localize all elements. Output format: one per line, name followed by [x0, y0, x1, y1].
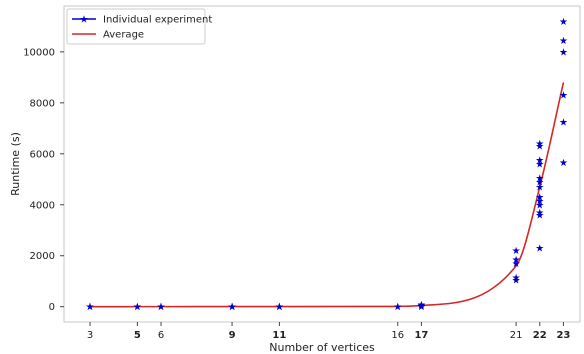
experiment-point: ★: [535, 142, 544, 153]
legend-experiment-marker: ★: [80, 15, 89, 26]
experiment-point: ★: [535, 200, 544, 211]
experiment-point: ★: [559, 91, 568, 102]
experiment-point: ★: [86, 302, 95, 313]
average-line-layer: [90, 82, 565, 308]
experiment-point: ★: [559, 117, 568, 128]
experiment-point: ★: [393, 302, 402, 313]
experiment-point: ★: [393, 302, 402, 313]
experiment-point: ★: [512, 275, 521, 286]
experiment-point: ★: [228, 302, 237, 313]
experiment-point: ★: [535, 177, 544, 188]
y-tick-label: 4000: [30, 200, 55, 211]
experiment-point: ★: [157, 302, 166, 313]
experiment-point: ★: [559, 47, 568, 58]
experiment-point: ★: [535, 208, 544, 219]
experiment-point: ★: [86, 302, 95, 313]
y-axis-ticks: 0 2000 4000 6000 8000 10000: [23, 47, 64, 313]
legend-experiment-label: Individual experiment: [103, 15, 212, 26]
experiment-point: ★: [535, 156, 544, 167]
plot-frame: [63, 5, 581, 323]
legend-average-label: Average: [103, 30, 144, 41]
y-tick-label: 10000: [23, 47, 55, 58]
legend: ★ Individual experiment Average: [66, 8, 212, 45]
experiment-point: ★: [535, 196, 544, 207]
y-tick-label: 2000: [30, 251, 55, 262]
experiment-point: ★: [133, 302, 142, 313]
experiment-point: ★: [512, 259, 521, 270]
experiment-point: ★: [559, 17, 568, 28]
experiment-point: ★: [157, 302, 166, 313]
experiment-point: ★: [512, 255, 521, 266]
experiment-point: ★: [275, 302, 284, 313]
x-tick-label: 21: [510, 330, 523, 341]
experiment-point: ★: [535, 182, 544, 193]
experiment-point: ★: [535, 139, 544, 150]
experiment-point: ★: [512, 273, 521, 284]
y-tick-label: 0: [49, 302, 55, 313]
experiment-point: ★: [535, 174, 544, 185]
experiment-point: ★: [275, 302, 284, 313]
legend-box: [66, 8, 206, 45]
experiment-point: ★: [133, 302, 142, 313]
x-tick-label: 6: [158, 330, 164, 341]
experiment-point: ★: [417, 301, 426, 312]
x-tick-label: 11: [272, 330, 286, 341]
x-axis-ticks: 3 5 6 9 11 16 17 21 22 23: [87, 322, 570, 341]
x-tick-label: 23: [556, 330, 570, 341]
x-tick-label: 22: [533, 330, 547, 341]
experiment-point: ★: [535, 210, 544, 221]
experiment-point: ★: [559, 36, 568, 47]
y-tick-label: 6000: [30, 149, 55, 160]
experiment-point: ★: [535, 244, 544, 255]
experiment-point: ★: [417, 300, 426, 311]
y-axis-label: Runtime (s): [9, 132, 22, 196]
x-tick-label: 5: [134, 330, 141, 341]
experiment-point: ★: [535, 160, 544, 171]
x-tick-label: 9: [229, 330, 236, 341]
experiment-point: ★: [512, 246, 521, 257]
experiment-point: ★: [417, 301, 426, 312]
x-axis-label: Number of vertices: [269, 341, 375, 354]
experiment-point: ★: [275, 302, 284, 313]
x-tick-label: 17: [414, 330, 428, 341]
experiment-point: ★: [417, 302, 426, 313]
average-line: [90, 82, 565, 308]
y-tick-label: 8000: [30, 98, 55, 109]
x-tick-label: 3: [87, 330, 93, 341]
experiment-point: ★: [559, 158, 568, 169]
experiment-points-layer: ★★ ★★ ★★ ★★★ ★★★ ★★ ★★★★★★★★★ ★★★★★★★★★★★★★★★★★…: [86, 17, 568, 313]
experiment-point: ★: [228, 302, 237, 313]
experiment-point: ★: [228, 302, 237, 313]
experiment-point: ★: [535, 193, 544, 204]
x-tick-label: 16: [391, 330, 404, 341]
